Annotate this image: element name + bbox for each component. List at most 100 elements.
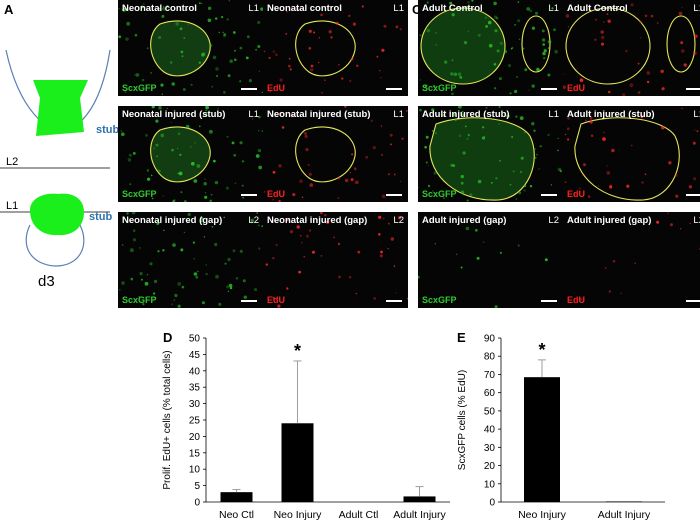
bar <box>524 377 560 502</box>
tile-title: Adult injured (gap) <box>567 215 652 226</box>
tile-level: L1 <box>548 3 559 14</box>
x-tick-label: Neo Injury <box>274 509 323 521</box>
scale-bar <box>386 194 402 196</box>
micrograph-tile: Neonatal control L1 EdU <box>263 0 408 96</box>
x-tick-label: Adult Ctl <box>339 509 379 521</box>
tile-title: Neonatal injured (stub) <box>267 109 371 120</box>
scale-bar <box>686 300 700 302</box>
tile-stain-label: ScxGFP <box>122 83 157 93</box>
tile-title: Neonatal injured (stub) <box>122 109 226 120</box>
y-axis-label: Prolif. EdU+ cells (% total cells) <box>162 350 173 489</box>
y-tick-label: 40 <box>484 425 496 436</box>
tile-stain-label: EdU <box>267 189 285 199</box>
micrograph-image <box>118 0 263 95</box>
y-tick-label: 30 <box>189 399 201 410</box>
l1-label: L1 <box>6 200 19 212</box>
significance-marker: * <box>294 341 301 361</box>
x-tick-label: Neo Ctl <box>219 509 254 521</box>
tile-title: Adult Control <box>422 3 483 14</box>
y-tick-label: 15 <box>189 448 201 459</box>
micrograph-image <box>419 0 558 96</box>
micrograph-image <box>564 107 699 201</box>
y-tick-label: 5 <box>194 481 200 492</box>
y-tick-label: 30 <box>484 443 496 454</box>
scale-bar <box>241 194 257 196</box>
micrograph-image <box>263 5 402 94</box>
y-axis-label: ScxGFP cells (% EdU) <box>457 370 468 470</box>
y-tick-label: 80 <box>484 352 496 363</box>
micrograph-tile: Neonatal injured (gap) L2 ScxGFP <box>118 212 263 308</box>
y-tick-label: 70 <box>484 370 496 381</box>
panel-letter-c: C <box>412 2 422 17</box>
tile-stain-label: ScxGFP <box>422 83 457 93</box>
bar <box>220 492 253 502</box>
y-tick-label: 60 <box>484 388 496 399</box>
panel-letter-e: E <box>457 330 466 345</box>
y-tick-label: 0 <box>489 498 495 509</box>
micrograph-tile: Neonatal control L1 ScxGFP <box>118 0 263 96</box>
y-tick-label: 50 <box>484 406 496 417</box>
scale-bar <box>241 300 257 302</box>
tile-title: Adult injured (stub) <box>422 109 510 120</box>
micrograph-image <box>263 106 408 202</box>
y-tick-label: 10 <box>484 479 496 490</box>
tile-title: Adult injured (stub) <box>567 109 655 120</box>
tile-level: L1 <box>248 109 259 120</box>
day-label: d3 <box>38 273 55 290</box>
micrograph-tile: Neonatal injured (gap) L2 EdU <box>263 212 408 308</box>
y-tick-label: 10 <box>189 465 201 476</box>
micrograph-tile: Adult Control L1 EdU <box>563 0 700 96</box>
tile-stain-label: ScxGFP <box>122 295 157 305</box>
scale-bar <box>541 300 557 302</box>
top-stub-label: stub <box>96 124 120 136</box>
tile-stain-label: ScxGFP <box>122 189 157 199</box>
micrograph-image <box>120 106 263 202</box>
tile-title: Neonatal control <box>267 3 342 14</box>
bottom-tendon-outline <box>25 224 85 267</box>
tile-level: L1 <box>693 109 700 120</box>
panel-letter-a: A <box>4 2 14 17</box>
y-tick-label: 90 <box>484 334 496 345</box>
tile-stain-label: ScxGFP <box>422 189 457 199</box>
micrograph-tile: Adult Control L1 ScxGFP <box>418 0 563 96</box>
tile-level: L1 <box>548 109 559 120</box>
tile-level: L1 <box>393 3 404 14</box>
tile-level: L2 <box>393 215 404 226</box>
tile-level: L2 <box>248 215 259 226</box>
bottom-tendon-stub <box>30 193 84 236</box>
tile-stain-label: ScxGFP <box>422 295 457 305</box>
tile-title: Adult injured (gap) <box>422 215 507 226</box>
bar <box>606 501 642 502</box>
micrograph-image <box>265 212 408 308</box>
x-tick-label: Neo Injury <box>518 509 567 521</box>
chart-scxgfp-edu: 0 10 20 30 40 50 60 70 80 90 Neo Injury * Adult Inju… <box>457 334 665 521</box>
tile-stain-label: EdU <box>567 83 585 93</box>
micrograph-tile: Adult injured (stub) L1 ScxGFP <box>418 106 563 202</box>
y-tick-label: 50 <box>189 334 201 345</box>
scale-bar <box>686 194 700 196</box>
significance-marker: * <box>538 340 545 360</box>
tile-title: Adult Control <box>567 3 628 14</box>
scale-bar <box>541 88 557 90</box>
tile-level: L2 <box>693 215 700 226</box>
micrograph-image <box>563 3 698 96</box>
scale-bar <box>386 300 402 302</box>
tile-stain-label: EdU <box>267 83 285 93</box>
micrograph-tile: Adult injured (gap) L2 EdU <box>563 212 700 308</box>
chart-edu-proliferation: 0 5 10 15 20 25 30 35 40 45 50 Neo Ctl Neo Injury * Ad… <box>162 334 450 521</box>
micrograph-image <box>119 212 263 308</box>
x-tick-label: Adult Injury <box>393 509 446 521</box>
tile-level: L1 <box>693 3 700 14</box>
tile-level: L1 <box>393 109 404 120</box>
micrograph-tile: Neonatal injured (stub) L1 ScxGFP <box>118 106 263 202</box>
micrograph-image <box>418 226 548 308</box>
bar <box>281 423 314 502</box>
micrograph-image <box>579 212 700 301</box>
tile-level: L2 <box>548 215 559 226</box>
tile-title: Neonatal injured (gap) <box>267 215 368 226</box>
tile-title: Neonatal injured (gap) <box>122 215 223 226</box>
tile-stain-label: EdU <box>267 295 285 305</box>
y-tick-label: 0 <box>194 498 200 509</box>
y-tick-label: 25 <box>189 416 201 427</box>
tile-stain-label: EdU <box>567 295 585 305</box>
